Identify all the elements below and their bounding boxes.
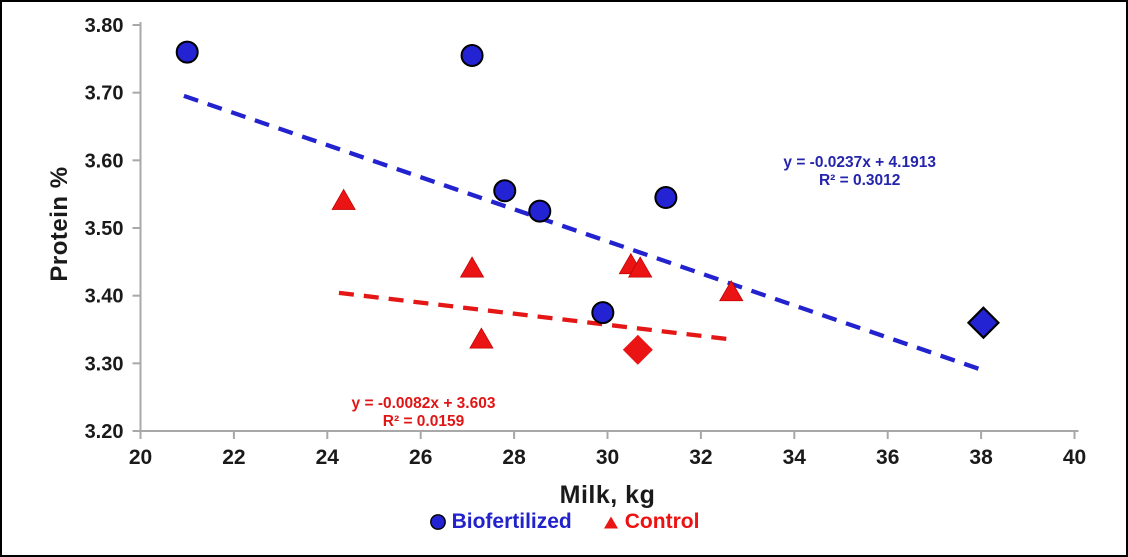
data-point-circle: [528, 199, 552, 223]
y-tick-label: 3.20: [85, 421, 124, 443]
data-point-triangle: [627, 256, 653, 278]
data-point-circle: [591, 301, 615, 325]
chart-legend: Biofertilized Control: [2, 510, 1126, 534]
x-tick-label: 40: [1063, 446, 1086, 469]
axes: 20 22 24 26 28 30 32 34 36 38 40 3.20 3.30 3.40 3.50 3.…: [85, 15, 1087, 469]
x-tick-label: 36: [876, 446, 899, 469]
x-tick-label: 26: [409, 446, 432, 469]
legend-item-control: Control: [602, 510, 700, 534]
data-point-circle: [175, 40, 199, 64]
legend-label-biofertilized: Biofertilized: [451, 510, 572, 533]
data-point-circle: [493, 179, 517, 203]
y-axis-title: Protein %: [46, 166, 73, 282]
series-control: [331, 188, 744, 365]
data-point-circle: [460, 43, 484, 67]
x-tick-label: 20: [129, 446, 152, 469]
data-point-diamond: [966, 306, 1000, 340]
x-tick-label: 24: [316, 446, 340, 469]
x-tick-label: 22: [222, 446, 245, 469]
x-tick-label: 32: [689, 446, 712, 469]
x-tick-label: 34: [783, 446, 807, 469]
y-tick-label: 3.70: [85, 83, 124, 105]
data-point-triangle: [719, 279, 744, 302]
trendline-equation: y = -0.0237x + 4.1913: [783, 154, 936, 171]
trendline-r-squared: R² = 0.3012: [819, 172, 900, 189]
trendline-biofertilized: [183, 93, 982, 372]
trendline-r-squared: R² = 0.0159: [383, 413, 465, 430]
data-point-diamond: [622, 334, 653, 365]
legend-label-control: Control: [624, 510, 700, 533]
y-tick-label: 3.60: [85, 150, 124, 172]
legend-item-biofertilized: Biofertilized: [429, 510, 572, 534]
x-tick-label: 30: [596, 446, 619, 469]
x-tick-label: 28: [502, 446, 526, 469]
data-point-circle: [654, 186, 678, 210]
y-tick-label: 3.50: [85, 218, 124, 240]
circle-marker-icon: [429, 514, 446, 530]
data-point-triangle: [459, 256, 485, 278]
triangle-marker-icon: [603, 516, 618, 529]
data-point-triangle: [331, 188, 356, 210]
y-tick-label: 3.30: [85, 353, 124, 375]
series-biofertilized: [175, 40, 1000, 340]
trendline-equation: y = -0.0082x + 3.603: [352, 395, 496, 412]
y-tick-label: 3.80: [85, 15, 124, 37]
trendline-control: [338, 290, 734, 342]
x-axis-title: Milk, kg: [559, 481, 656, 509]
x-tick-label: 38: [969, 446, 993, 469]
data-point-triangle: [469, 327, 494, 349]
y-tick-label: 3.40: [85, 286, 124, 308]
